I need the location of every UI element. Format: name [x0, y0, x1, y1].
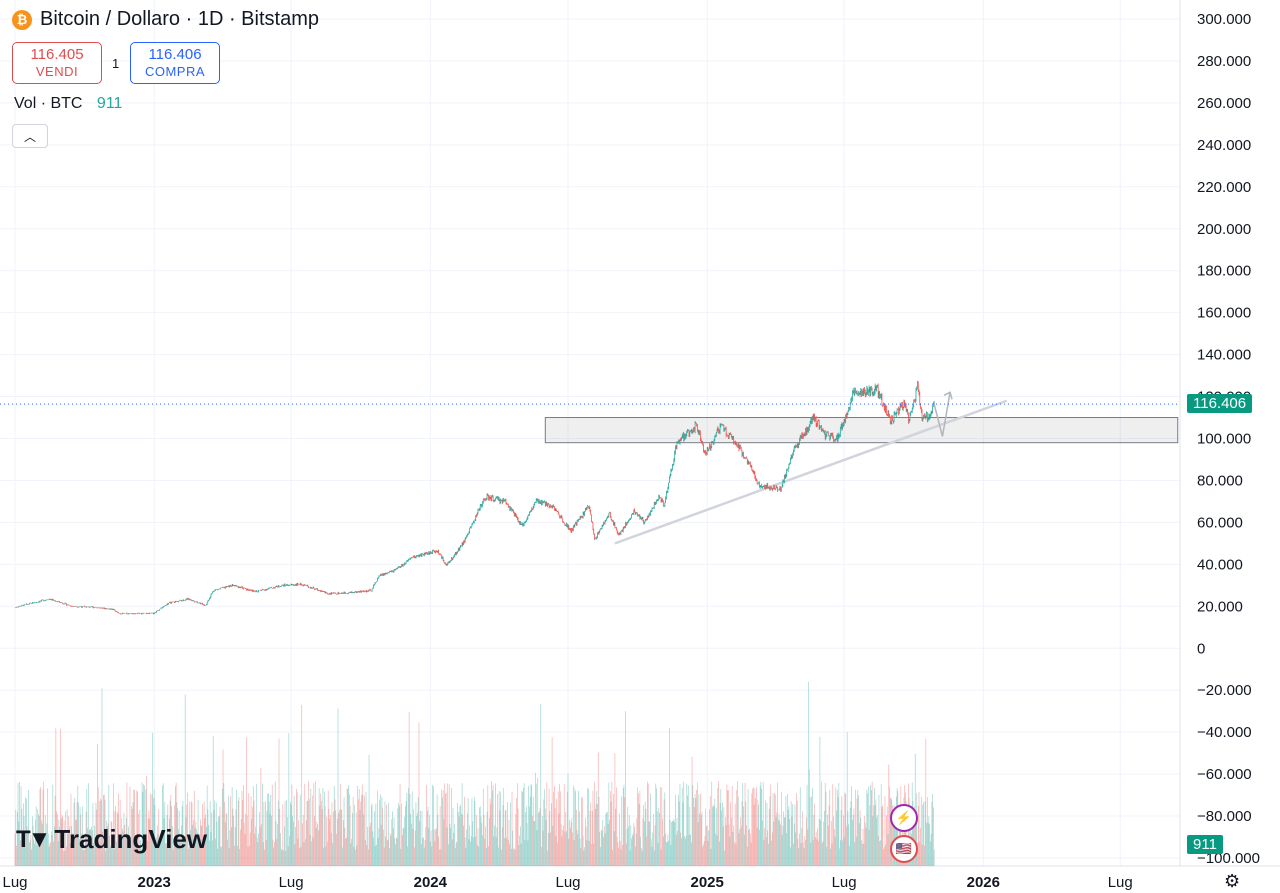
trendline — [614, 399, 1008, 545]
y-tick-label: −20.000 — [1197, 682, 1252, 699]
y-tick-label: 240.000 — [1197, 137, 1251, 154]
x-tick-label: Lug — [832, 874, 857, 891]
last-price-tag: 116.406 — [1187, 394, 1253, 413]
x-tick-label: Lug — [1108, 874, 1133, 891]
y-tick-label: 80.000 — [1197, 472, 1243, 489]
y-tick-label: 0 — [1197, 640, 1205, 657]
sell-button[interactable]: 116.405 VENDI — [12, 42, 102, 84]
y-tick-label: 40.000 — [1197, 556, 1243, 573]
collapse-legend-button[interactable]: ︿ — [12, 124, 48, 148]
projection-arrowhead — [943, 391, 953, 400]
y-tick-label: 180.000 — [1197, 263, 1251, 280]
buy-label: COMPRA — [144, 64, 206, 79]
y-tick-label: 160.000 — [1197, 305, 1251, 322]
buy-button[interactable]: 116.406 COMPRA — [130, 42, 220, 84]
volume-label: Vol · BTC — [14, 95, 83, 112]
y-tick-label: 280.000 — [1197, 53, 1251, 70]
spread-value: 1 — [112, 56, 120, 71]
support-zone — [544, 417, 1179, 444]
volume-value: 911 — [96, 95, 123, 112]
y-tick-label: −100.000 — [1197, 850, 1260, 867]
last-volume-tag: 911 — [1187, 835, 1223, 854]
y-tick-label: 260.000 — [1197, 95, 1251, 112]
symbol-title[interactable]: Bitcoin / Dollaro · 1D · Bitstamp — [40, 8, 319, 30]
sell-label: VENDI — [35, 64, 79, 79]
tradingview-wordmark: TradingView — [54, 824, 208, 854]
x-tick-label: 2023 — [138, 874, 171, 891]
x-tick-label: 2024 — [414, 874, 448, 891]
y-tick-label: −60.000 — [1197, 766, 1252, 783]
volume-legend[interactable]: Vol · BTC 911 — [14, 95, 122, 113]
lightning-icon[interactable]: ⚡ — [890, 804, 918, 832]
y-tick-label: 200.000 — [1197, 221, 1251, 238]
y-tick-label: 140.000 — [1197, 347, 1251, 364]
y-tick-label: 300.000 — [1197, 11, 1251, 28]
tradingview-logo[interactable]: T▼ TradingView — [16, 824, 207, 855]
y-tick-label: −80.000 — [1197, 808, 1252, 825]
x-tick-label: 2025 — [691, 874, 724, 891]
y-tick-label: 20.000 — [1197, 598, 1243, 615]
x-tick-label: Lug — [555, 874, 580, 891]
us-flag-icon[interactable]: 🇺🇸 — [890, 835, 918, 863]
y-tick-label: 220.000 — [1197, 179, 1251, 196]
chevron-up-icon: ︿ — [23, 129, 36, 144]
symbol-header: ₿ Bitcoin / Dollaro · 1D · Bitstamp — [12, 8, 319, 31]
settings-icon[interactable]: ⚙ — [1224, 871, 1241, 891]
y-tick-label: −40.000 — [1197, 724, 1252, 741]
x-tick-label: Lug — [2, 874, 27, 891]
bitcoin-icon: ₿ — [12, 9, 32, 30]
x-tick-label: 2026 — [967, 874, 1000, 891]
tradingview-mark-icon: T▼ — [16, 825, 51, 853]
buy-price: 116.406 — [148, 46, 202, 63]
sell-price: 116.405 — [30, 46, 84, 63]
y-tick-label: 100.000 — [1197, 431, 1251, 448]
projection-path — [933, 392, 951, 437]
x-tick-label: Lug — [279, 874, 304, 891]
y-tick-label: 60.000 — [1197, 514, 1243, 531]
